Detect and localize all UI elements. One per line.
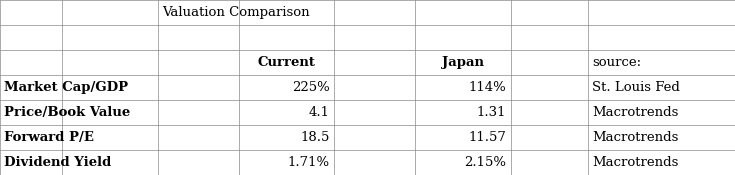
Text: 114%: 114%	[469, 81, 506, 94]
Text: Macrotrends: Macrotrends	[592, 131, 679, 144]
Text: 18.5: 18.5	[301, 131, 330, 144]
Text: Forward P/E: Forward P/E	[4, 131, 94, 144]
Text: 11.57: 11.57	[468, 131, 506, 144]
Text: Valuation Comparison: Valuation Comparison	[162, 6, 310, 19]
Text: 2.15%: 2.15%	[465, 156, 506, 169]
Text: Price/Book Value: Price/Book Value	[4, 106, 131, 119]
Text: Dividend Yield: Dividend Yield	[4, 156, 112, 169]
Text: 1.31: 1.31	[477, 106, 506, 119]
Text: Japan: Japan	[442, 56, 484, 69]
Text: Macrotrends: Macrotrends	[592, 156, 679, 169]
Text: 4.1: 4.1	[309, 106, 330, 119]
Text: St. Louis Fed: St. Louis Fed	[592, 81, 681, 94]
Text: 1.71%: 1.71%	[288, 156, 330, 169]
Text: Macrotrends: Macrotrends	[592, 106, 679, 119]
Text: Current: Current	[258, 56, 315, 69]
Text: 225%: 225%	[293, 81, 330, 94]
Text: source:: source:	[592, 56, 642, 69]
Text: Market Cap/GDP: Market Cap/GDP	[4, 81, 129, 94]
